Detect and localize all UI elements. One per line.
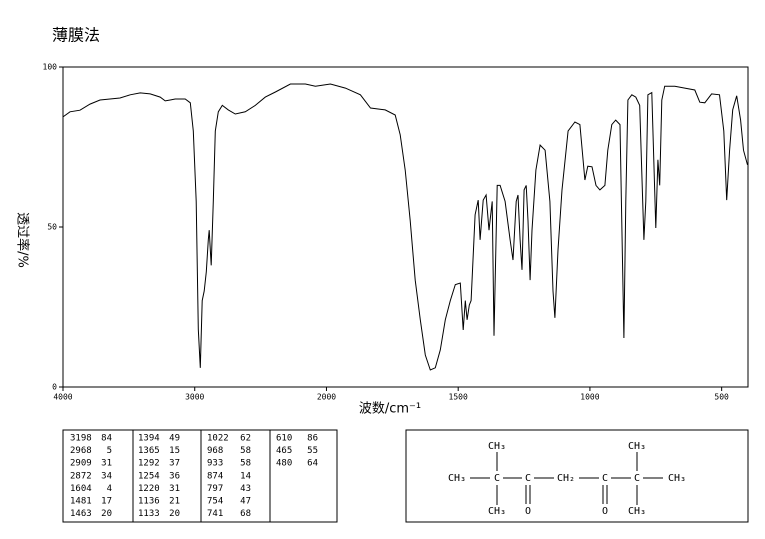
peak-transmittance: 4	[107, 484, 112, 494]
peak-transmittance: 20	[101, 509, 112, 519]
peak-transmittance: 15	[169, 446, 180, 456]
peak-wavenumber: 480	[276, 459, 292, 469]
peak-wavenumber: 1604	[70, 484, 92, 494]
x-tick-label: 2000	[317, 393, 336, 402]
title: 薄膜法	[52, 26, 100, 45]
atom-label: CH₃	[488, 506, 506, 517]
atom-label: CH₃	[628, 441, 646, 452]
peak-wavenumber: 465	[276, 446, 292, 456]
x-axis-label: 波数/cm⁻¹	[359, 402, 421, 417]
atom-label: CH₃	[628, 506, 646, 517]
atom-label: O	[525, 506, 531, 517]
x-tick-label: 1500	[449, 393, 468, 402]
peak-transmittance: 86	[307, 434, 318, 444]
peak-wavenumber: 1133	[138, 509, 160, 519]
peak-transmittance: 36	[169, 471, 180, 481]
atom-label: CH₃	[448, 473, 466, 484]
peak-table-frame	[62, 429, 338, 523]
peak-wavenumber: 1481	[70, 497, 92, 507]
peak-wavenumber: 2968	[70, 446, 92, 456]
peak-transmittance: 5	[107, 446, 112, 456]
peak-wavenumber: 754	[207, 497, 223, 507]
peak-transmittance: 21	[169, 497, 180, 507]
y-tick-label: 50	[47, 223, 57, 232]
x-tick-label: 3000	[185, 393, 204, 402]
spectrum-line	[62, 83, 748, 371]
peak-wavenumber: 1220	[138, 484, 160, 494]
peak-transmittance: 68	[240, 509, 251, 519]
peak-wavenumber: 933	[207, 459, 223, 469]
peak-transmittance: 58	[240, 446, 251, 456]
atom-label: C	[602, 473, 608, 484]
peak-transmittance: 84	[101, 434, 112, 444]
peak-transmittance: 31	[169, 484, 180, 494]
x-tick-label: 500	[714, 393, 729, 402]
peak-wavenumber: 741	[207, 509, 223, 519]
peak-transmittance: 20	[169, 509, 180, 519]
peak-transmittance: 58	[240, 459, 251, 469]
x-tick-label: 4000	[53, 393, 72, 402]
atom-label: CH₂	[557, 473, 575, 484]
peak-transmittance: 55	[307, 446, 318, 456]
plot-frame	[62, 66, 749, 388]
peak-transmittance: 49	[169, 434, 180, 444]
peak-wavenumber: 1394	[138, 434, 160, 444]
y-tick-label: 100	[43, 63, 58, 72]
y-tick-label: 0	[52, 383, 57, 392]
peak-transmittance: 62	[240, 434, 251, 444]
peak-transmittance: 14	[240, 471, 251, 481]
peak-wavenumber: 2872	[70, 471, 92, 481]
peak-wavenumber: 1292	[138, 459, 160, 469]
peak-wavenumber: 968	[207, 446, 223, 456]
peak-wavenumber: 1136	[138, 497, 160, 507]
peak-transmittance: 17	[101, 497, 112, 507]
peak-transmittance: 34	[101, 471, 112, 481]
atom-label: O	[602, 506, 608, 517]
atom-label: C	[525, 473, 531, 484]
peak-wavenumber: 1365	[138, 446, 160, 456]
atom-label: C	[634, 473, 640, 484]
peak-transmittance: 47	[240, 497, 251, 507]
peak-transmittance: 37	[169, 459, 180, 469]
y-axis-label: 透过率/%	[15, 212, 31, 268]
peak-wavenumber: 874	[207, 471, 223, 481]
peak-wavenumber: 797	[207, 484, 223, 494]
peak-wavenumber: 3198	[70, 434, 92, 444]
peak-wavenumber: 2909	[70, 459, 92, 469]
peak-transmittance: 64	[307, 459, 318, 469]
peak-wavenumber: 610	[276, 434, 292, 444]
atom-label: C	[494, 473, 500, 484]
bonds	[470, 452, 663, 505]
peak-wavenumber: 1022	[207, 434, 229, 444]
atom-label: CH₃	[488, 441, 506, 452]
peak-transmittance: 43	[240, 484, 251, 494]
peak-transmittance: 31	[101, 459, 112, 469]
atom-label: CH₃	[668, 473, 686, 484]
peak-wavenumber: 1463	[70, 509, 92, 519]
peak-wavenumber: 1254	[138, 471, 160, 481]
structure-frame	[405, 429, 749, 523]
x-tick-label: 1000	[580, 393, 599, 402]
